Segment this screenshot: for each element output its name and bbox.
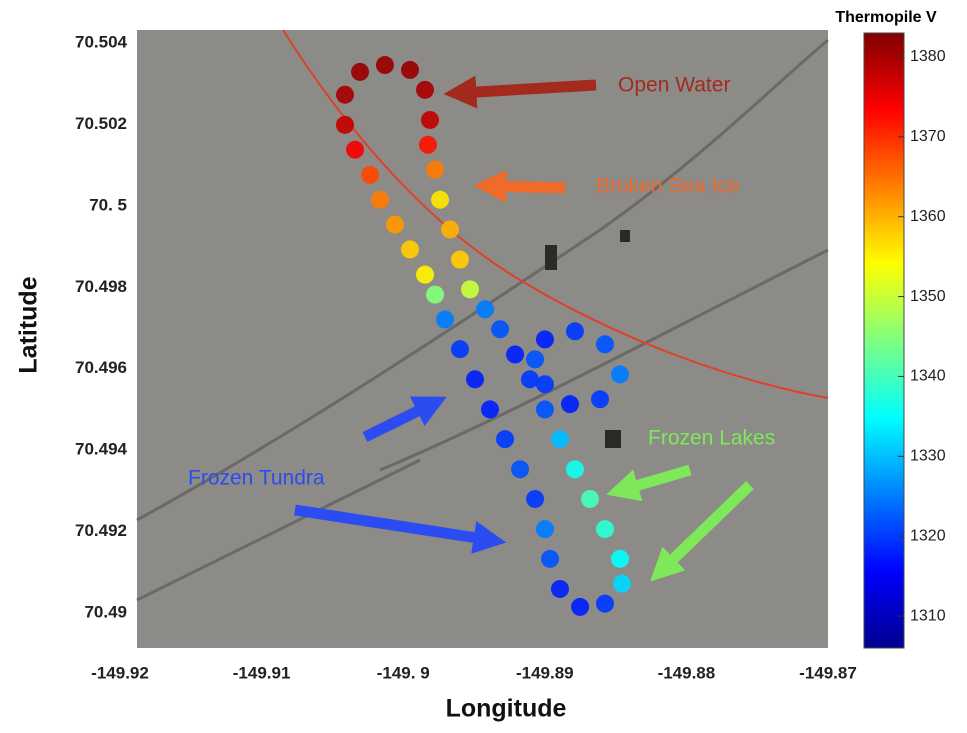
track-point [561, 395, 579, 413]
track-point [581, 490, 599, 508]
track-point [401, 61, 419, 79]
track-point [566, 460, 584, 478]
track-point [346, 141, 364, 159]
annotation: Frozen Tundra [188, 467, 325, 490]
chart: Open Water Broken Sea Ice Frozen Lakes F… [0, 0, 967, 728]
track-point [441, 220, 459, 238]
track-point [596, 335, 614, 353]
map-background [137, 30, 828, 648]
track-point [436, 310, 454, 328]
track-point [536, 400, 554, 418]
page: {"chart_data": { "type": "scatter", "xla… [0, 0, 967, 728]
track-point [416, 81, 434, 99]
track-point [419, 136, 437, 154]
track-point [536, 330, 554, 348]
track-point [591, 390, 609, 408]
track-point [481, 400, 499, 418]
y-tick-label: 70.496 [75, 358, 127, 377]
track-point [431, 191, 449, 209]
track-point [551, 430, 569, 448]
track-point [371, 191, 389, 209]
track-point [466, 370, 484, 388]
track-point [336, 116, 354, 134]
annotation: Frozen Lakes [648, 427, 775, 450]
track-point [611, 365, 629, 383]
track-point [506, 345, 524, 363]
y-tick-label: 70.504 [75, 33, 128, 52]
track-point [416, 266, 434, 284]
x-tick-label: -149.88 [658, 663, 716, 682]
track-point [611, 550, 629, 568]
track-point [426, 286, 444, 304]
colorbar-tick-label: 1340 [910, 368, 946, 385]
y-axis-label: Latitude [15, 276, 43, 373]
colorbar-tick-label: 1350 [910, 288, 946, 305]
track-point [596, 520, 614, 538]
colorbar-label: Thermopile V [835, 9, 937, 26]
track-point [421, 111, 439, 129]
x-tick-label: -149. 9 [377, 663, 430, 682]
track-point [336, 86, 354, 104]
track-point [451, 251, 469, 269]
annotation: Open Water [618, 74, 730, 97]
track-point [613, 575, 631, 593]
x-axis-label: Longitude [446, 695, 567, 723]
track-point [596, 595, 614, 613]
track-point [426, 161, 444, 179]
x-tick-label: -149.92 [91, 663, 149, 682]
track-point [541, 550, 559, 568]
track-point [526, 350, 544, 368]
track-point [511, 460, 529, 478]
track-point [566, 322, 584, 340]
track-point [496, 430, 514, 448]
track-point [571, 598, 589, 616]
track-point [536, 375, 554, 393]
y-tick-label: 70.49 [84, 602, 127, 621]
x-tick-label: -149.91 [233, 663, 291, 682]
y-tick-label: 70.492 [75, 521, 127, 540]
track-point [386, 216, 404, 234]
colorbar-tick-label: 1320 [910, 527, 946, 544]
colorbar-tick-label: 1360 [910, 208, 946, 225]
annotation: Broken Sea Ice [596, 175, 740, 198]
y-tick-label: 70.502 [75, 114, 127, 133]
track-point [361, 166, 379, 184]
x-tick-label: -149.89 [516, 663, 574, 682]
track-point [461, 280, 479, 298]
track-point [451, 340, 469, 358]
track-point [491, 320, 509, 338]
x-tick-label: -149.87 [799, 663, 857, 682]
colorbar-tick-label: 1310 [910, 607, 946, 624]
track-point [401, 240, 419, 258]
track-point [376, 56, 394, 74]
colorbar-tick-label: 1330 [910, 448, 946, 465]
y-tick-label: 70.498 [75, 277, 127, 296]
y-tick-label: 70.494 [75, 440, 128, 459]
track-point [551, 580, 569, 598]
track-point [476, 300, 494, 318]
track-point [536, 520, 554, 538]
colorbar [864, 33, 904, 648]
colorbar-tick-label: 1380 [910, 48, 946, 65]
colorbar-tick-label: 1370 [910, 128, 946, 145]
y-tick-label: 70. 5 [89, 195, 127, 214]
track-point [351, 63, 369, 81]
track-point [526, 490, 544, 508]
